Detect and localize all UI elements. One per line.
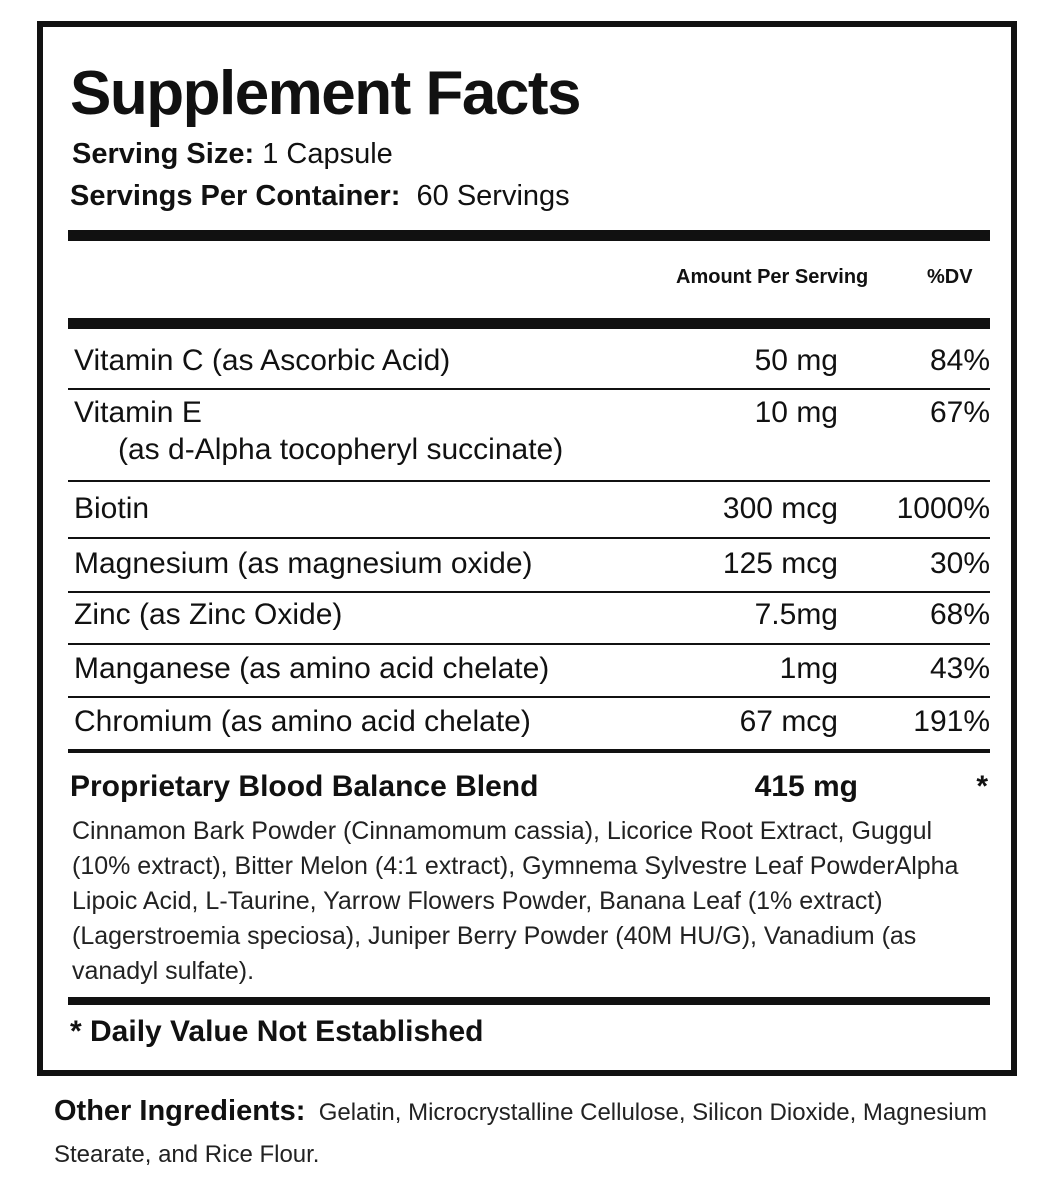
blend-amount: 415 mg xyxy=(754,770,858,803)
divider xyxy=(68,997,990,1005)
row-divider xyxy=(68,643,990,645)
footnote: * Daily Value Not Established xyxy=(70,1015,484,1048)
nutrient-name: Chromium (as amino acid chelate) xyxy=(74,705,531,738)
nutrient-dv: 1000% xyxy=(896,492,990,525)
servings-per-container: Servings Per Container: 60 Servings xyxy=(70,180,570,212)
row-divider xyxy=(68,696,990,698)
nutrient-dv: 67% xyxy=(929,396,990,429)
blend-ingredients: Cinnamon Bark Powder (Cinnamomum cassia)… xyxy=(72,817,959,985)
nutrient-dv: 84% xyxy=(929,344,990,377)
row-divider xyxy=(68,480,990,482)
serving-size: Serving Size: 1 Capsule xyxy=(72,138,393,170)
panel-title: Supplement Facts xyxy=(70,59,582,128)
nutrient-name: Vitamin E xyxy=(74,396,202,429)
blend-dv: * xyxy=(976,770,988,803)
row-divider xyxy=(68,537,990,539)
divider xyxy=(68,230,990,241)
nutrient-name: Magnesium (as magnesium oxide) xyxy=(74,547,533,580)
amount-column-header: Amount Per Serving xyxy=(676,266,869,288)
dv-column-header: %DV xyxy=(927,266,973,288)
nutrient-amount: 10 mg xyxy=(754,396,838,429)
other-ingredients: Other Ingredients: Gelatin, Microcrystal… xyxy=(54,1095,987,1168)
nutrient-amount: 125 mcg xyxy=(722,547,838,580)
row-divider xyxy=(68,591,990,593)
nutrient-amount: 1mg xyxy=(779,652,838,685)
nutrient-name: Vitamin C (as Ascorbic Acid) xyxy=(74,344,451,377)
nutrient-amount: 7.5mg xyxy=(754,598,838,631)
nutrient-amount: 67 mcg xyxy=(739,705,838,738)
nutrient-dv: 43% xyxy=(929,652,990,685)
divider xyxy=(68,318,990,329)
blend-name: Proprietary Blood Balance Blend xyxy=(70,770,539,803)
row-divider xyxy=(68,388,990,390)
nutrient-source: (as d-Alpha tocopheryl succinate) xyxy=(118,433,564,466)
nutrient-amount: 300 mcg xyxy=(722,492,838,525)
nutrient-name: Manganese (as amino acid chelate) xyxy=(74,652,550,685)
nutrient-dv: 191% xyxy=(913,705,990,738)
nutrient-amount: 50 mg xyxy=(754,344,838,377)
nutrient-name: Zinc (as Zinc Oxide) xyxy=(74,598,343,631)
row-divider xyxy=(68,749,990,753)
nutrient-dv: 68% xyxy=(929,598,990,631)
nutrient-name: Biotin xyxy=(74,492,150,525)
nutrient-dv: 30% xyxy=(929,547,990,580)
supplement-facts-panel xyxy=(37,21,1017,1076)
